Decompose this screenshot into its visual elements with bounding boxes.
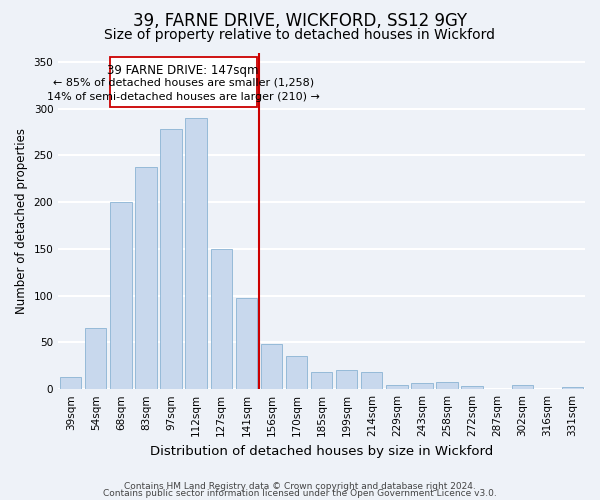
Bar [110, 202, 131, 389]
Bar [286, 356, 307, 389]
Bar [361, 372, 382, 389]
Bar [236, 298, 257, 389]
Bar [160, 129, 182, 389]
Text: 39, FARNE DRIVE, WICKFORD, SS12 9GY: 39, FARNE DRIVE, WICKFORD, SS12 9GY [133, 12, 467, 30]
Text: Contains HM Land Registry data © Crown copyright and database right 2024.: Contains HM Land Registry data © Crown c… [124, 482, 476, 491]
Bar [562, 388, 583, 389]
Text: Contains public sector information licensed under the Open Government Licence v3: Contains public sector information licen… [103, 490, 497, 498]
Bar [311, 372, 332, 389]
Y-axis label: Number of detached properties: Number of detached properties [15, 128, 28, 314]
Bar [461, 386, 483, 389]
Bar [411, 382, 433, 389]
Bar [261, 344, 282, 389]
Text: 14% of semi-detached houses are larger (210) →: 14% of semi-detached houses are larger (… [47, 92, 320, 102]
Bar [185, 118, 207, 389]
Text: ← 85% of detached houses are smaller (1,258): ← 85% of detached houses are smaller (1,… [53, 78, 314, 88]
Bar [336, 370, 358, 389]
Bar [436, 382, 458, 389]
X-axis label: Distribution of detached houses by size in Wickford: Distribution of detached houses by size … [150, 444, 493, 458]
Bar [211, 249, 232, 389]
Bar [136, 166, 157, 389]
Bar [386, 384, 407, 389]
Text: 39 FARNE DRIVE: 147sqm: 39 FARNE DRIVE: 147sqm [107, 64, 259, 76]
FancyBboxPatch shape [110, 57, 257, 106]
Text: Size of property relative to detached houses in Wickford: Size of property relative to detached ho… [104, 28, 496, 42]
Bar [512, 384, 533, 389]
Bar [60, 377, 82, 389]
Bar [85, 328, 106, 389]
